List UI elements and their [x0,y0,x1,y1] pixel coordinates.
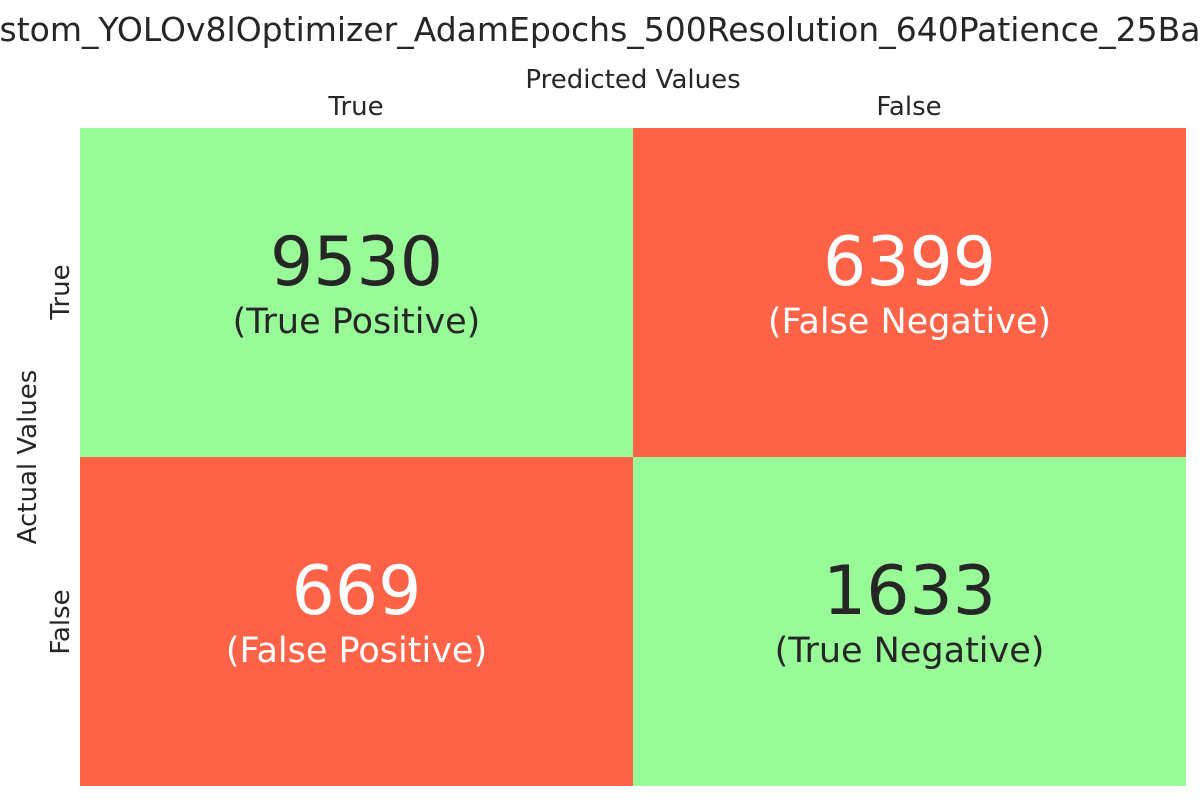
cell-value: 9530 [269,222,444,302]
x-axis-label: Predicted Values [525,65,741,95]
x-tick-label-false: False [876,92,942,122]
cell-description: (True Positive) [232,301,481,342]
y-tick-label-false: False [46,589,76,655]
cell-value: 669 [291,551,422,631]
chart-title: stom_YOLOv8lOptimizer_AdamEpochs_500Reso… [0,10,1200,49]
cell-description: (False Negative) [767,301,1052,342]
cell-true-negative: 1633 (True Negative) [633,457,1186,786]
cell-false-negative: 6399 (False Negative) [633,128,1186,457]
cell-false-positive: 669 (False Positive) [80,457,633,786]
cell-value: 6399 [822,222,997,302]
cell-description: (True Negative) [774,630,1045,671]
cell-true-positive: 9530 (True Positive) [80,128,633,457]
cell-description: (False Positive) [225,630,488,671]
y-tick-label-true: True [46,264,76,320]
x-tick-label-true: True [328,92,384,122]
cell-value: 1633 [822,551,997,631]
y-axis-label: Actual Values [13,369,43,545]
confusion-matrix-grid: 9530 (True Positive) 6399 (False Negativ… [80,128,1186,786]
